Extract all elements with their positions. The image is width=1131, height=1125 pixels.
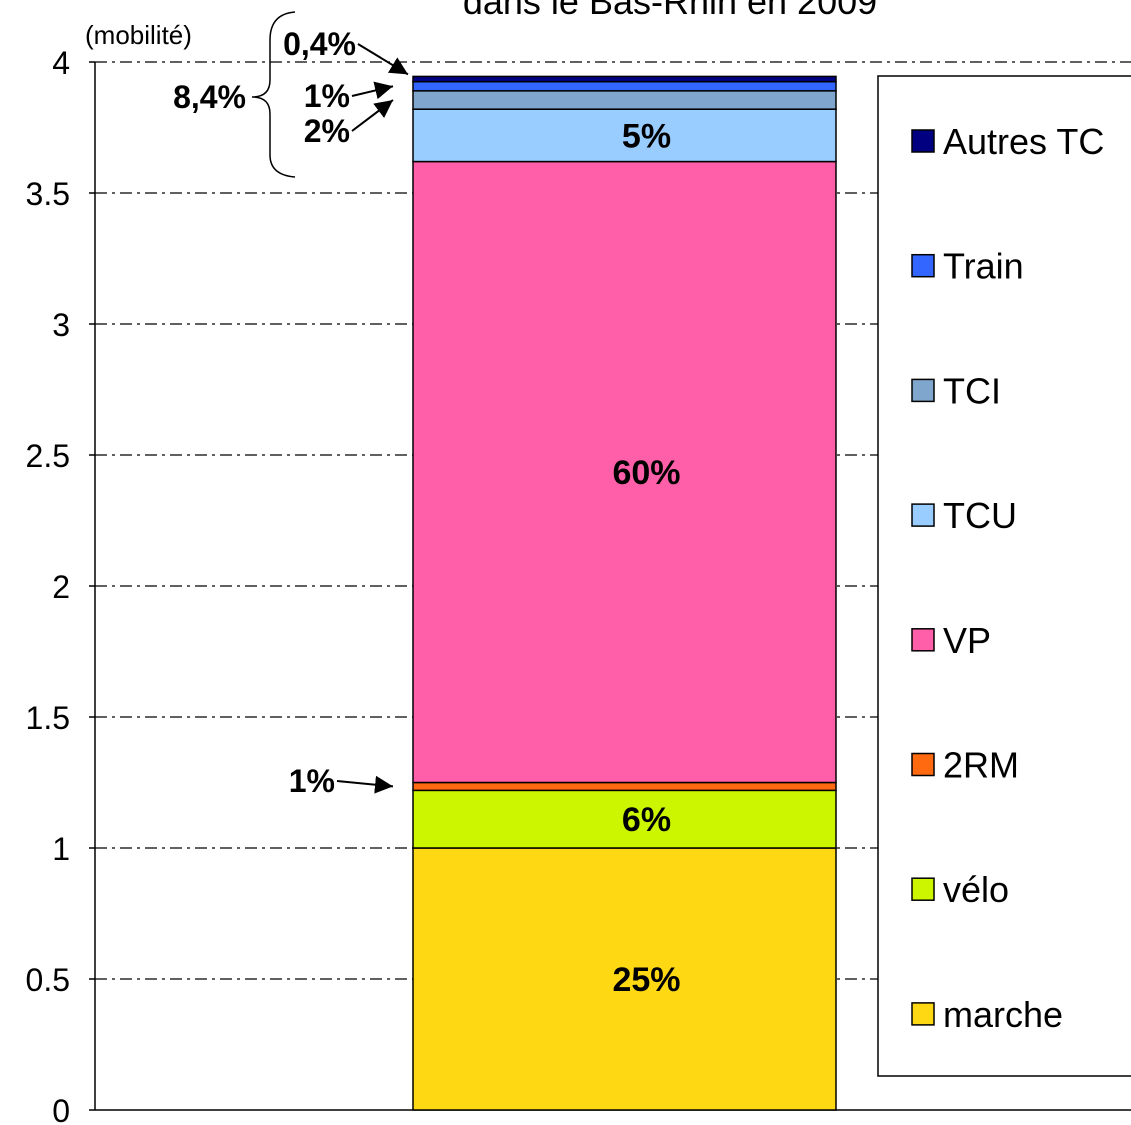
legend-label: VP xyxy=(943,620,991,661)
bar-segment xyxy=(412,90,837,110)
segment-label: 25% xyxy=(612,961,680,999)
bar-segment xyxy=(412,781,837,792)
y-axis-label: (mobilité) xyxy=(85,20,192,50)
bar-segment xyxy=(412,108,837,163)
annotation: 8,4% xyxy=(173,79,246,115)
y-tick-label: 2.5 xyxy=(26,438,70,474)
legend-swatch xyxy=(911,503,935,527)
legend-label: vélo xyxy=(943,869,1009,910)
legend-label: TCU xyxy=(943,495,1017,536)
bar-segment xyxy=(412,80,837,92)
y-tick-label: 0.5 xyxy=(26,962,70,998)
y-tick-label: 0 xyxy=(52,1093,70,1125)
legend-label: Train xyxy=(943,246,1024,287)
legend-label: Autres TC xyxy=(943,121,1104,162)
segment-label: 6% xyxy=(622,801,671,839)
segment-label: 1% xyxy=(289,763,335,799)
legend-label: TCI xyxy=(943,370,1001,411)
legend-box xyxy=(877,75,1131,1077)
brace xyxy=(251,11,296,178)
arrow xyxy=(357,43,409,76)
segment-label: 60% xyxy=(612,454,680,492)
arrow xyxy=(351,99,394,132)
legend-swatch xyxy=(911,129,935,153)
bar-segment xyxy=(412,160,837,784)
y-tick-label: 3.5 xyxy=(26,176,70,212)
y-tick-label: 1.5 xyxy=(26,700,70,736)
legend-swatch xyxy=(911,628,935,652)
segment-label: 0,4% xyxy=(283,26,356,62)
arrow xyxy=(351,81,394,100)
legend-label: marche xyxy=(943,994,1063,1035)
arrow xyxy=(336,775,394,794)
legend-swatch xyxy=(911,1002,935,1026)
y-tick-label: 1 xyxy=(52,831,70,867)
legend-label: 2RM xyxy=(943,745,1019,786)
y-tick-label: 3 xyxy=(52,307,70,343)
bar-segment xyxy=(412,75,837,83)
segment-label: 1% xyxy=(304,78,350,114)
y-tick-label: 4 xyxy=(52,45,70,81)
chart-title: dans le Bas-Rhin en 2009 xyxy=(463,0,877,22)
segment-label: 5% xyxy=(622,117,671,155)
y-tick-label: 2 xyxy=(52,569,70,605)
legend-swatch xyxy=(911,752,935,777)
bar-segment xyxy=(412,847,837,1111)
legend-swatch xyxy=(911,253,935,278)
legend-swatch xyxy=(911,378,935,403)
segment-label: 2% xyxy=(304,113,350,149)
legend-swatch xyxy=(911,877,935,901)
